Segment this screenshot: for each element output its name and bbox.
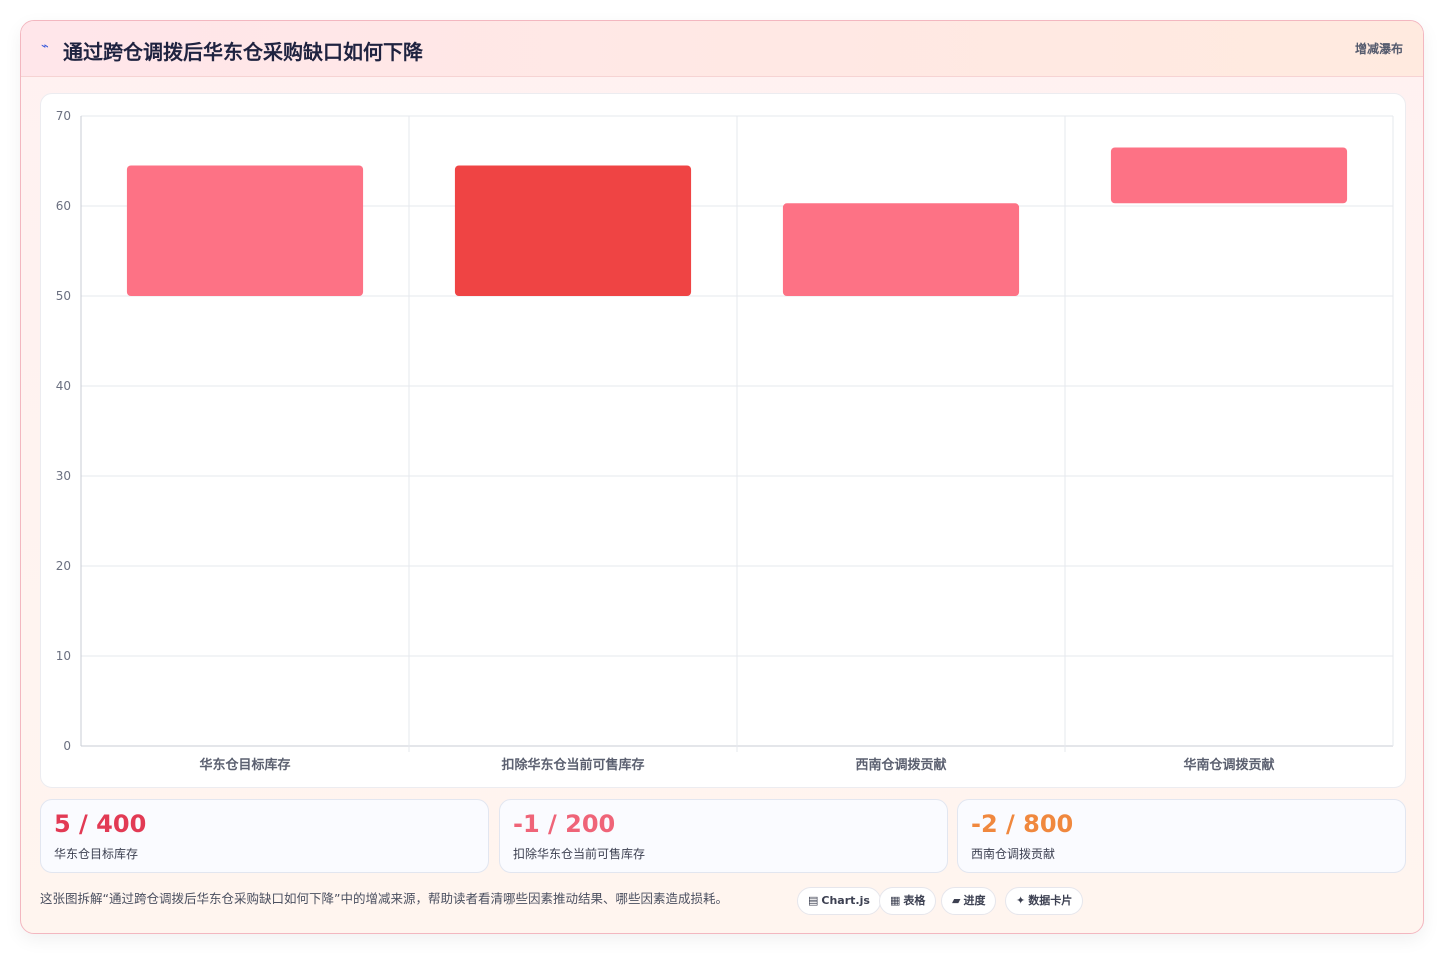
y-tick-label: 20 (56, 559, 71, 573)
sparkle-icon: ✦ (1016, 894, 1026, 907)
x-tick-label: 华南仓调拨贡献 (1183, 757, 1274, 773)
y-tick-label: 50 (56, 289, 71, 303)
y-tick-label: 10 (56, 649, 71, 663)
chart-description: 这张图拆解“通过跨仓调拨后华东仓采购缺口如何下降”中的增减来源，帮助读者看清哪些… (40, 891, 728, 906)
y-tick-label: 60 (56, 199, 71, 213)
waterfall-bar (454, 165, 692, 296)
waterfall-bar (1110, 147, 1348, 204)
chip-data-cards[interactable]: ✦ 数据卡片 (1005, 887, 1084, 915)
waterfall-bar (126, 165, 364, 296)
y-tick-label: 0 (63, 739, 71, 753)
stat-value: -2 / 800 (971, 810, 1074, 838)
progress-icon: ▰ (952, 894, 961, 907)
stat-label: 西南仓调拨贡献 (971, 847, 1056, 861)
chip-label: 表格 (903, 894, 926, 907)
chart-icon: ▤ (808, 894, 819, 907)
waterfall-chart: 0 10 20 30 40 50 60 70 华东仓目标库存 扣除华东仓当前可售库存 西南仓调拨贡献… (56, 109, 1394, 773)
x-tick-label: 西南仓调拨贡献 (855, 757, 946, 773)
chip-label: 数据卡片 (1028, 894, 1073, 907)
page-title: 通过跨仓调拨后华东仓采购缺口如何下降 (63, 40, 423, 64)
stat-card-2: -1 / 200 扣除华东仓当前可售库存 (499, 799, 948, 873)
y-tick-label: 70 (56, 109, 71, 123)
waterfall-bar (782, 203, 1020, 296)
stat-value: -1 / 200 (513, 810, 616, 838)
chip-progress[interactable]: ▰ 进度 (941, 887, 997, 915)
chart-type-badge: 增减瀑布 (1354, 42, 1403, 56)
stat-value: 5 / 400 (54, 810, 147, 838)
stat-card-1: 5 / 400 华东仓目标库存 (40, 799, 489, 873)
card-header: ⌁ 通过跨仓调拨后华东仓采购缺口如何下降 增减瀑布 (21, 21, 1423, 77)
chart-area: 0 10 20 30 40 50 60 70 华东仓目标库存 扣除华东仓当前可售库存 西南仓调拨贡献… (40, 93, 1406, 788)
y-tick-label: 40 (56, 379, 71, 393)
chip-chartjs[interactable]: ▤ Chart.js (797, 887, 881, 915)
chart-card: ⌁ 通过跨仓调拨后华东仓采购缺口如何下降 增减瀑布 0 10 20 30 40 50 60 7… (20, 20, 1424, 934)
table-icon: ▦ (890, 894, 901, 907)
x-tick-label: 扣除华东仓当前可售库存 (501, 757, 644, 773)
chart-line-icon: ⌁ (41, 39, 49, 54)
stat-label: 华东仓目标库存 (54, 847, 139, 861)
stat-card-3: -2 / 800 西南仓调拨贡献 (957, 799, 1406, 873)
chip-table[interactable]: ▦ 表格 (879, 887, 937, 915)
chip-label: Chart.js (821, 894, 870, 907)
chip-label: 进度 (963, 894, 986, 907)
y-tick-label: 30 (56, 469, 71, 483)
stat-label: 扣除华东仓当前可售库存 (513, 847, 646, 861)
x-tick-label: 华东仓目标库存 (199, 757, 290, 773)
